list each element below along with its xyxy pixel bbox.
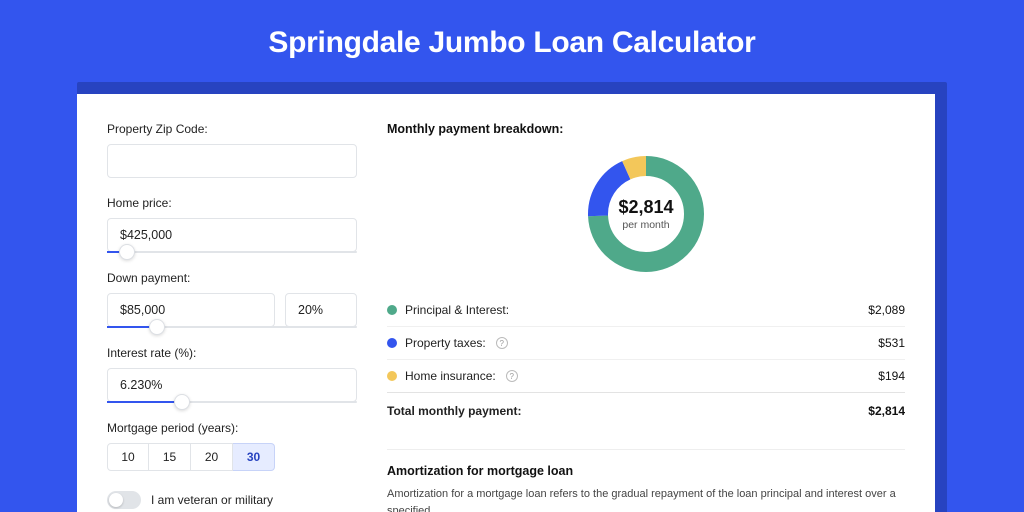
payment-donut-chart: $2,814 per month [582,150,710,278]
total-value: $2,814 [868,404,905,418]
page-title: Springdale Jumbo Loan Calculator [0,0,1024,82]
veteran-toggle[interactable] [107,491,141,509]
veteran-toggle-row: I am veteran or military [107,491,357,509]
info-icon[interactable]: ? [496,337,508,349]
legend-value: $2,089 [868,303,905,317]
donut-amount: $2,814 [618,197,673,218]
zip-label: Property Zip Code: [107,122,357,136]
breakdown-column: Monthly payment breakdown: $2,814 per mo… [387,122,905,512]
interest-rate-slider[interactable] [107,401,357,403]
down-payment-slider[interactable] [107,326,357,328]
mortgage-period-option-10[interactable]: 10 [107,443,149,471]
down-payment-label: Down payment: [107,271,357,285]
legend-row: Home insurance:? $194 [387,359,905,392]
mortgage-period-option-15[interactable]: 15 [149,443,191,471]
down-payment-pct-input[interactable] [285,293,357,327]
veteran-toggle-knob [109,493,123,507]
veteran-toggle-label: I am veteran or military [151,493,273,507]
total-row: Total monthly payment: $2,814 [387,392,905,427]
donut-center: $2,814 per month [582,150,710,278]
home-price-block: Home price: [107,196,357,253]
legend-value: $531 [878,336,905,350]
legend-dot [387,305,397,315]
card-shadow: Property Zip Code: Home price: Down paym… [77,82,947,512]
mortgage-period-option-20[interactable]: 20 [191,443,233,471]
down-payment-slider-thumb[interactable] [149,319,165,335]
donut-sublabel: per month [622,219,669,231]
interest-rate-label: Interest rate (%): [107,346,357,360]
calculator-card: Property Zip Code: Home price: Down paym… [77,94,935,512]
home-price-slider-thumb[interactable] [119,244,135,260]
legend-dot [387,371,397,381]
legend-label: Principal & Interest: [405,303,509,317]
legend-dot [387,338,397,348]
amortization-text: Amortization for a mortgage loan refers … [387,486,905,512]
legend-row: Property taxes:? $531 [387,326,905,359]
interest-rate-input[interactable] [107,368,357,402]
legend-row: Principal & Interest: $2,089 [387,294,905,326]
interest-rate-slider-thumb[interactable] [174,394,190,410]
amortization-title: Amortization for mortgage loan [387,464,905,478]
home-price-input[interactable] [107,218,357,252]
donut-wrap: $2,814 per month [387,142,905,294]
breakdown-legend: Principal & Interest: $2,089 Property taxe… [387,294,905,392]
interest-rate-slider-fill [107,401,182,403]
inputs-column: Property Zip Code: Home price: Down paym… [107,122,357,512]
down-payment-input[interactable] [107,293,275,327]
amortization-block: Amortization for mortgage loan Amortizat… [387,449,905,512]
mortgage-period-label: Mortgage period (years): [107,421,357,435]
breakdown-title: Monthly payment breakdown: [387,122,905,136]
mortgage-period-option-30[interactable]: 30 [233,443,275,471]
zip-input[interactable] [107,144,357,178]
home-price-slider[interactable] [107,251,357,253]
home-price-label: Home price: [107,196,357,210]
down-payment-block: Down payment: [107,271,357,328]
interest-rate-block: Interest rate (%): [107,346,357,403]
legend-label: Home insurance: [405,369,496,383]
mortgage-period-options: 10152030 [107,443,357,471]
total-label: Total monthly payment: [387,404,521,418]
legend-label: Property taxes: [405,336,486,350]
mortgage-period-block: Mortgage period (years): 10152030 [107,421,357,471]
legend-value: $194 [878,369,905,383]
zip-field-block: Property Zip Code: [107,122,357,178]
info-icon[interactable]: ? [506,370,518,382]
